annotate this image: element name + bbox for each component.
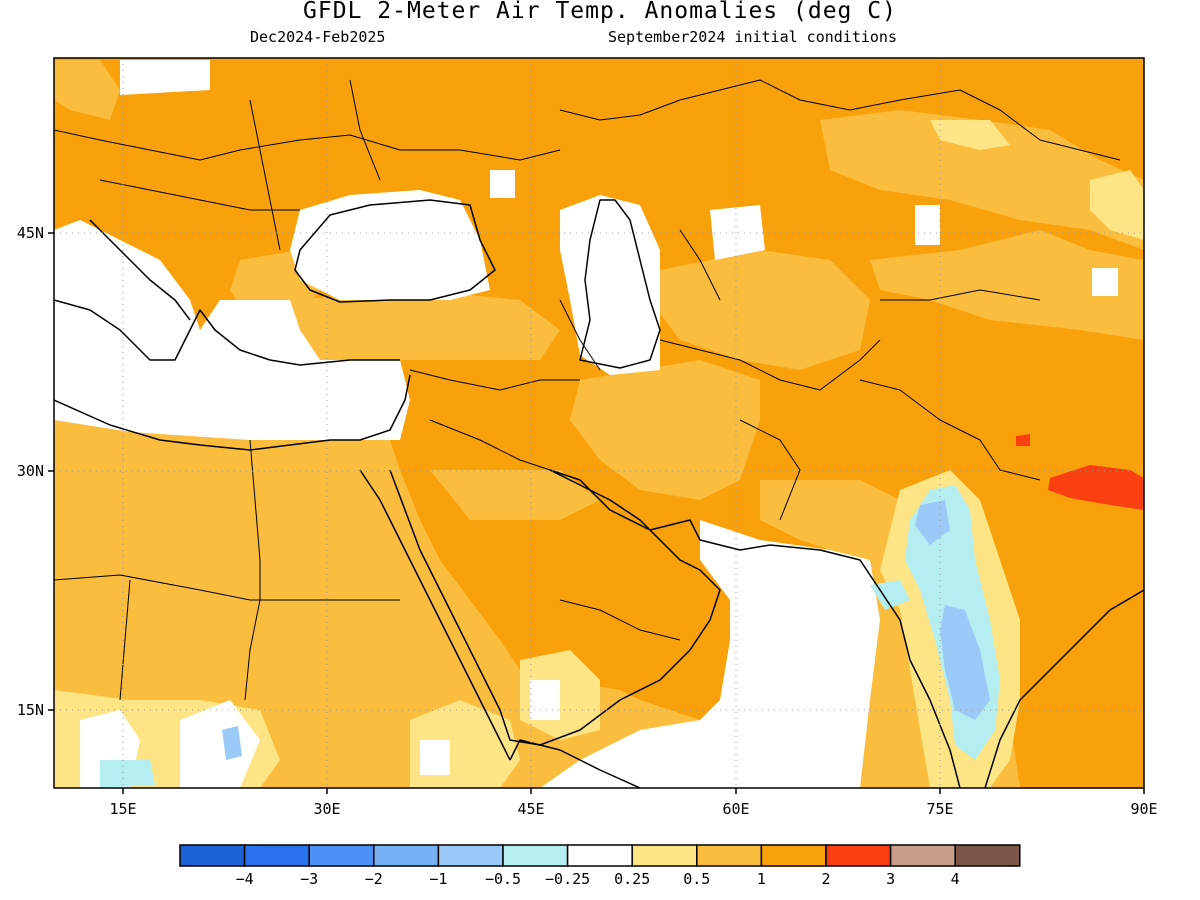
colorbar-swatch [243, 844, 310, 867]
colorbar-label: −4 [236, 870, 254, 888]
black-sea-coast [294, 199, 496, 303]
country-borders [54, 79, 1121, 701]
coastlines [54, 199, 1144, 788]
colorbar-swatch [437, 844, 504, 867]
anomaly-region-neutral [54, 220, 410, 440]
colorbar-swatch [373, 844, 440, 867]
mediterranean-south-coast [54, 374, 411, 451]
lat-tick-label: 30N [17, 462, 44, 480]
colorbar-label: −1 [429, 870, 447, 888]
tick-marks [48, 232, 1145, 794]
india-west-coast [769, 544, 961, 788]
colorbar: −4 −3 −2 −1 −0.5 −0.25 0.25 0.5 1 2 3 4 [179, 844, 1021, 888]
colorbar-swatch [760, 844, 827, 867]
lon-tick-label: 75E [926, 800, 953, 818]
colorbar-swatch [179, 844, 246, 867]
anomaly-field [54, 58, 1144, 788]
colorbar-label: −0.5 [485, 870, 521, 888]
colorbar-swatch [631, 844, 698, 867]
red-sea-coast [359, 469, 511, 761]
colorbar-label: 1 [757, 870, 766, 888]
lon-tick-label: 60E [722, 800, 749, 818]
colorbar-swatch [889, 844, 956, 867]
horn-of-africa-coast [509, 739, 641, 788]
map-frame [53, 57, 1145, 789]
colorbar-label: 4 [951, 870, 960, 888]
colorbar-label: 3 [886, 870, 895, 888]
anomaly-region-minus-1-to-minus-0.5 [940, 605, 990, 720]
lat-tick-labels: 45N 30N 15N [17, 224, 44, 719]
india-east-coast [984, 589, 1144, 788]
colorbar-swatch [566, 844, 633, 867]
colorbar-label: −3 [300, 870, 318, 888]
italy-coast [89, 219, 191, 321]
colorbar-label: −0.25 [545, 870, 590, 888]
mediterranean-north-coast [54, 299, 400, 366]
lat-tick-label: 15N [17, 701, 44, 719]
colorbar-swatch [502, 844, 569, 867]
colorbar-swatch [696, 844, 763, 867]
lon-tick-label: 45E [517, 800, 544, 818]
lon-tick-labels: 15E 30E 45E 60E 75E 90E [109, 800, 1157, 818]
colorbar-label: 2 [821, 870, 830, 888]
forecast-period: Dec2024-Feb2025 [250, 28, 386, 46]
colorbar-swatch [954, 844, 1021, 867]
colorbar-label: 0.25 [614, 870, 650, 888]
persian-gulf-coast [549, 469, 771, 551]
colorbar-label: −2 [365, 870, 383, 888]
caspian-sea-coast [579, 199, 661, 369]
anomaly-region-2-to-3 [1048, 465, 1144, 510]
lat-tick-label: 45N [17, 224, 44, 242]
colorbar-label: 0.5 [683, 870, 710, 888]
colorbar-swatch [308, 844, 375, 867]
lon-tick-label: 30E [313, 800, 340, 818]
lon-tick-label: 90E [1130, 800, 1157, 818]
arabia-west-coast [389, 469, 721, 746]
map-title: GFDL 2-Meter Air Temp. Anomalies (deg C) [303, 0, 897, 24]
lon-tick-label: 15E [109, 800, 136, 818]
colorbar-swatch [825, 844, 892, 867]
initial-conditions: September2024 initial conditions [608, 28, 897, 46]
